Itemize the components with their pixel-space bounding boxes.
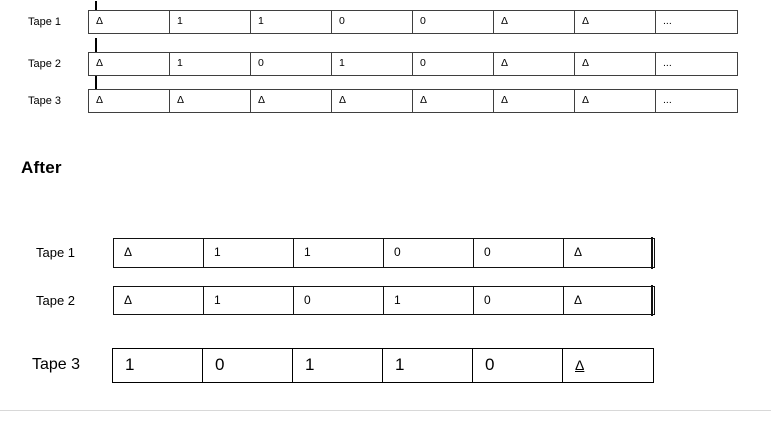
before-tapes-section: Tape 1 Δ 1 1 0 0 Δ Δ ... Tape 2 Δ 1 0 1 … xyxy=(0,0,771,130)
tape-cell: Δ xyxy=(89,90,170,112)
tape-strip: Δ 1 1 0 0 Δ Δ ... xyxy=(88,10,738,34)
tape-strip: 1 0 1 1 0 Δ xyxy=(112,348,654,383)
tape-cell: 1 xyxy=(384,287,474,314)
tape-cell: Δ xyxy=(170,90,251,112)
tape-strip: Δ 1 0 1 0 Δ Δ ... xyxy=(88,52,738,76)
tape-cell: Δ xyxy=(89,11,170,33)
tape-cell: 1 xyxy=(294,239,384,267)
tape-cell-text: 1 xyxy=(395,355,405,374)
tape-cell: Δ xyxy=(114,287,204,314)
tape-cell: 1 xyxy=(204,239,294,267)
tape-cell: 1 xyxy=(251,11,332,33)
tape-end-tick xyxy=(651,237,653,269)
tape-cell: 0 xyxy=(474,239,564,267)
tape-cell-text: 0 xyxy=(485,355,495,374)
tape-cell: 1 xyxy=(204,287,294,314)
tape-label: Tape 2 xyxy=(28,58,62,70)
tape-cell: Δ xyxy=(575,90,656,112)
tape-cell: ... xyxy=(656,90,737,112)
tape-row: Tape 3 1 0 1 1 0 Δ xyxy=(0,348,771,384)
tape-cell: 1 xyxy=(113,349,203,382)
tape-label: Tape 1 xyxy=(28,16,62,28)
tape-end-tick xyxy=(651,285,653,316)
tape-cell: Δ xyxy=(564,239,654,267)
tape-cell: Δ xyxy=(114,239,204,267)
tape-cell: Δ xyxy=(575,11,656,33)
tape-cell: Δ xyxy=(564,287,654,314)
tape-cell-text: Δ xyxy=(575,357,585,373)
tape-cell: Δ xyxy=(332,90,413,112)
tape-cell: 0 xyxy=(473,349,563,382)
tape-cell: Δ xyxy=(89,53,170,75)
tape-cell: Δ xyxy=(494,90,575,112)
tape-cell: Δ xyxy=(494,11,575,33)
tape-cell: 1 xyxy=(170,11,251,33)
tape-cell-text: 0 xyxy=(215,355,225,374)
tape-label: Tape 3 xyxy=(28,95,62,107)
tape-cell: 0 xyxy=(294,287,384,314)
tape-row: Tape 2 Δ 1 0 1 0 Δ Δ ... xyxy=(0,38,771,78)
tape-row: Tape 3 Δ Δ Δ Δ Δ Δ Δ ... xyxy=(0,76,771,115)
tape-cell: 1 xyxy=(170,53,251,75)
tape-label: Tape 3 xyxy=(32,356,81,373)
tape-cell-head-marked: Δ xyxy=(563,349,653,382)
tape-cell: 0 xyxy=(384,239,474,267)
tape-cell: Δ xyxy=(251,90,332,112)
tape-cell: Δ xyxy=(575,53,656,75)
tape-cell: 0 xyxy=(413,53,494,75)
tape-cell: 0 xyxy=(413,11,494,33)
tape-cell: 1 xyxy=(383,349,473,382)
tape-row: Tape 1 Δ 1 1 0 0 Δ xyxy=(0,237,771,270)
tape-cell: 1 xyxy=(332,53,413,75)
tape-cell: Δ xyxy=(413,90,494,112)
tape-strip: Δ 1 0 1 0 Δ xyxy=(113,286,655,315)
after-section-heading: After xyxy=(21,158,62,177)
tape-label: Tape 1 xyxy=(36,245,76,260)
tape-cell-text: 1 xyxy=(125,355,135,374)
tape-row: Tape 2 Δ 1 0 1 0 Δ xyxy=(0,285,771,317)
tape-label: Tape 2 xyxy=(36,293,76,308)
tape-cell: ... xyxy=(656,11,737,33)
page-bottom-rule xyxy=(0,410,771,411)
tape-cell: 0 xyxy=(332,11,413,33)
tape-strip: Δ 1 1 0 0 Δ xyxy=(113,238,655,268)
tape-strip: Δ Δ Δ Δ Δ Δ Δ ... xyxy=(88,89,738,113)
tape-cell: ... xyxy=(656,53,737,75)
tape-cell: 1 xyxy=(293,349,383,382)
tape-cell: 0 xyxy=(203,349,293,382)
tape-cell: 0 xyxy=(474,287,564,314)
tape-row: Tape 1 Δ 1 1 0 0 Δ Δ ... xyxy=(0,1,771,36)
tape-cell: Δ xyxy=(494,53,575,75)
tape-cell-text: 1 xyxy=(305,355,315,374)
tape-cell: 0 xyxy=(251,53,332,75)
